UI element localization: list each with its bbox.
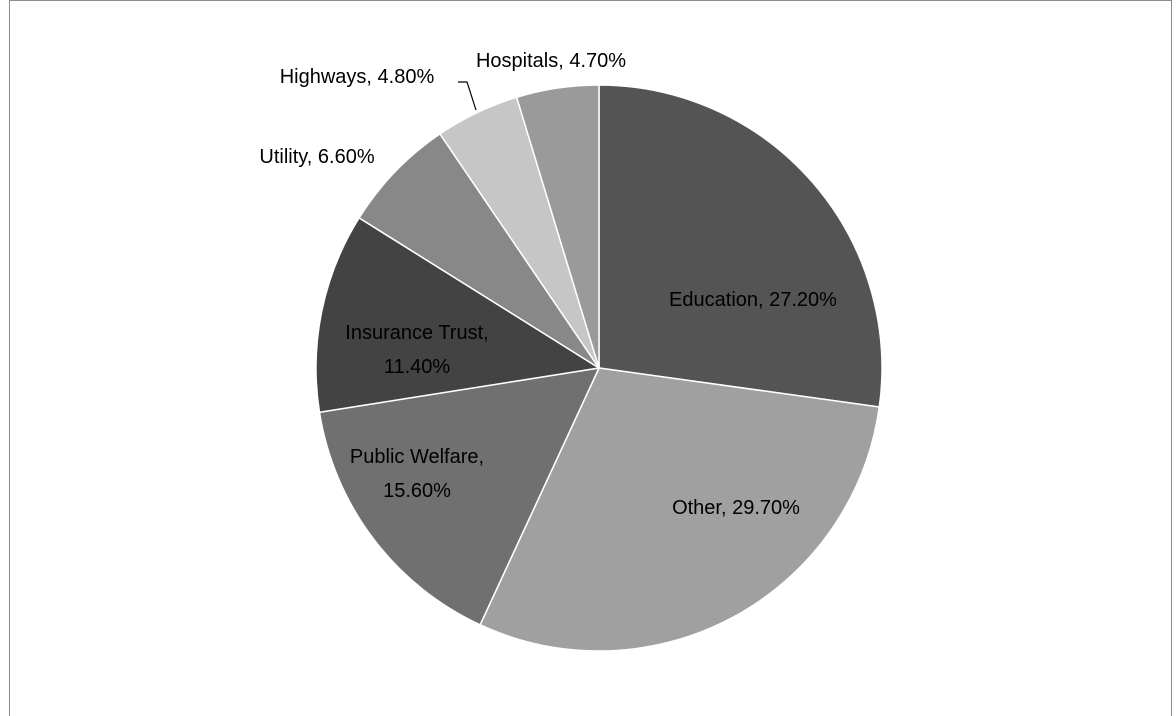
data-labels: Education, 27.20% Other, 29.70% Public Wel… — [259, 50, 837, 519]
pie-slice-insurance-trust — [315, 216, 602, 414]
pie-slice-utility — [358, 132, 600, 369]
pie-slices — [315, 84, 883, 652]
data-label-education: Education, 27.20% — [669, 289, 837, 311]
data-label-hospitals: Hospitals, 4.70% — [476, 50, 626, 72]
data-label-highways: Highways, 4.80% — [280, 66, 435, 88]
leader-lines — [458, 81, 477, 111]
data-label-other: Other, 29.70% — [672, 497, 800, 519]
data-label-utility: Utility, 6.60% — [259, 146, 374, 168]
data-label-public-welfare: Public Welfare, 15.60% — [350, 446, 484, 502]
pie-slice-hospitals — [515, 84, 600, 369]
pie-slice-education — [598, 84, 883, 408]
data-label-insurance-trust: Insurance Trust, 11.40% — [345, 322, 488, 378]
pie-slice-other — [479, 367, 881, 652]
leader-line-highways — [458, 81, 477, 111]
pie-slice-public-welfare — [318, 367, 601, 626]
